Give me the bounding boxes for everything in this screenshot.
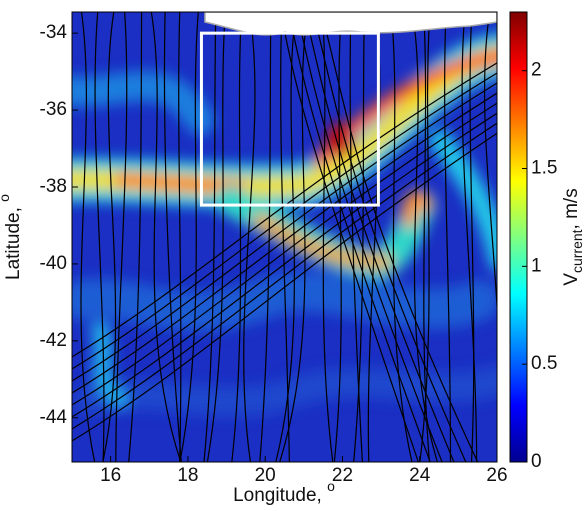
x-tick-label: 16 (100, 465, 121, 486)
y-tick-label: -44 (40, 407, 68, 428)
float-track (67, 7, 69, 467)
float-track (243, 12, 256, 462)
float-track (72, 72, 497, 370)
float-track (390, 12, 413, 462)
y-tick-label: -40 (40, 253, 67, 274)
y-tick-label: -36 (40, 99, 67, 120)
float-track (259, 12, 272, 462)
float-track (461, 12, 478, 462)
map-area (43, 7, 497, 467)
float-track (72, 92, 497, 394)
float-track (150, 12, 182, 462)
colorbar-tick-label: 1 (531, 255, 542, 276)
float-track (411, 12, 439, 462)
float-track (72, 112, 497, 418)
x-axis-label-superscript: o (327, 478, 335, 494)
float-track (72, 82, 497, 382)
float-track (483, 12, 497, 315)
colorbar-label-text: V (561, 273, 582, 286)
float-track (312, 12, 467, 462)
float-track (203, 12, 217, 462)
x-axis-label: Longitude, o (233, 478, 335, 506)
x-tick-label: 26 (486, 465, 507, 486)
float-track (94, 12, 105, 462)
float-track (115, 12, 128, 462)
colorbar-tick-label: 2 (531, 60, 542, 81)
float-track (128, 12, 143, 462)
float-track (280, 12, 290, 462)
float-track (333, 12, 342, 462)
float-track (179, 12, 199, 462)
float-track (102, 12, 117, 462)
y-tick-label: -34 (40, 22, 68, 43)
float-track (72, 102, 497, 406)
float-track (275, 12, 297, 462)
float-track (72, 62, 497, 358)
y-axis-label: Latitude, o (0, 194, 24, 280)
float-track (80, 12, 96, 462)
float-track (288, 12, 431, 462)
x-tick-label: 22 (332, 465, 353, 486)
float-track (419, 12, 431, 462)
float-track (72, 122, 497, 430)
y-axis-label-superscript: o (0, 194, 12, 202)
plot-frame (71, 11, 498, 463)
float-track (178, 12, 182, 462)
float-track (296, 12, 443, 462)
colorbar-label-suffix: , m/s (561, 188, 582, 229)
y-tick-label: -38 (40, 176, 67, 197)
float-track (320, 12, 479, 462)
float-track (72, 132, 497, 442)
y-axis-label-text: Latitude, (3, 202, 24, 280)
colorbar-tick-label: 0.5 (531, 353, 557, 374)
float-track (43, 7, 57, 467)
x-tick-label: 24 (409, 465, 431, 486)
float-track (163, 12, 182, 462)
colorbar-tick-label: 0 (531, 451, 542, 472)
colorbar-label: Vcurrent, m/s (561, 188, 585, 285)
colorbar-tick-label: 1.5 (531, 158, 557, 179)
x-axis-label-text: Longitude, (233, 485, 327, 506)
x-tick-label: 18 (177, 465, 198, 486)
float-track (349, 12, 363, 462)
region-box (199, 31, 380, 207)
float-track (280, 12, 419, 462)
y-tick-label: -42 (40, 330, 67, 351)
float-track (304, 12, 455, 462)
colorbar-label-subscript: current (569, 229, 585, 273)
float-track (231, 12, 243, 462)
float-track (206, 12, 226, 462)
colorbar (509, 11, 528, 463)
float-track (469, 12, 475, 462)
x-tick-label: 20 (255, 465, 276, 486)
